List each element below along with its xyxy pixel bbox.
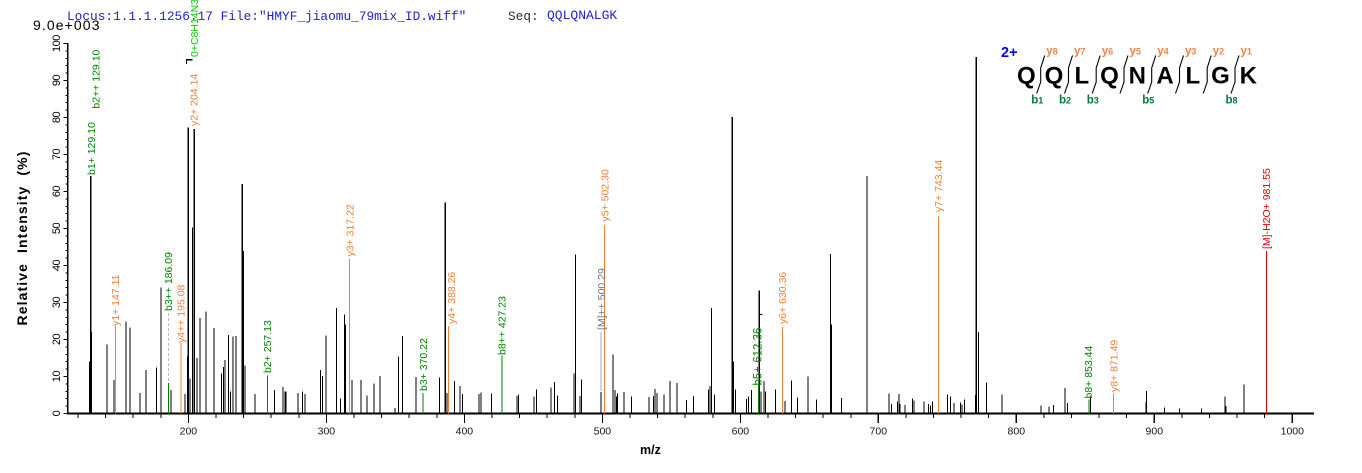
svg-text:y1: y1 — [1241, 46, 1252, 58]
svg-text:90: 90 — [51, 75, 63, 87]
svg-text:L: L — [1185, 63, 1200, 90]
svg-text:300: 300 — [318, 426, 336, 438]
svg-text:y8+ 871.49: y8+ 871.49 — [1108, 340, 1120, 392]
svg-text:y5: y5 — [1130, 46, 1141, 58]
svg-text:b2++ 129.10: b2++ 129.10 — [91, 49, 103, 108]
svg-text:y2+ 204.14: y2+ 204.14 — [188, 74, 200, 126]
svg-text:N: N — [1129, 63, 1146, 90]
svg-text:L: L — [1074, 63, 1089, 90]
svg-text:[M]-H2O+ 981.55: [M]-H2O+ 981.55 — [1261, 168, 1273, 249]
svg-text:b8++ 427.23: b8++ 427.23 — [497, 296, 509, 355]
svg-text:30: 30 — [51, 297, 63, 309]
svg-text:40: 40 — [51, 260, 63, 272]
svg-text:b5: b5 — [1142, 95, 1154, 107]
svg-text:y4: y4 — [1157, 46, 1168, 58]
svg-text:y3: y3 — [1185, 46, 1196, 58]
svg-text:y8: y8 — [1046, 46, 1057, 58]
svg-text:y7: y7 — [1074, 46, 1085, 58]
svg-text:b1: b1 — [1031, 95, 1043, 107]
svg-text:80: 80 — [51, 112, 63, 124]
svg-text:b1+ 129.10: b1+ 129.10 — [86, 122, 98, 175]
svg-text:600: 600 — [732, 426, 750, 438]
svg-text:y3+ 317.22: y3+ 317.22 — [344, 204, 356, 256]
svg-text:100: 100 — [51, 35, 63, 52]
svg-text:Q: Q — [1045, 63, 1064, 90]
svg-text:70: 70 — [51, 149, 63, 161]
svg-text:800: 800 — [1008, 426, 1026, 438]
svg-text:500: 500 — [594, 426, 612, 438]
svg-text:400: 400 — [456, 426, 474, 438]
svg-text:y1+ 147.11: y1+ 147.11 — [110, 274, 122, 326]
svg-text:60: 60 — [51, 186, 63, 198]
svg-text:y6: y6 — [1102, 46, 1113, 58]
svg-text:b3+ 370.22: b3+ 370.22 — [418, 338, 430, 391]
svg-text:K: K — [1240, 63, 1258, 90]
svg-text:b8: b8 — [1226, 95, 1238, 107]
svg-text:0: 0 — [51, 410, 63, 416]
svg-text:b3: b3 — [1087, 95, 1099, 107]
svg-text:A: A — [1156, 63, 1173, 90]
svg-text:y6+ 630.36: y6+ 630.36 — [777, 272, 789, 324]
svg-text:b2+ 257.13: b2+ 257.13 — [262, 320, 274, 373]
svg-text:y2: y2 — [1213, 46, 1224, 58]
svg-text:1000: 1000 — [1281, 426, 1305, 438]
svg-text:Q: Q — [1017, 63, 1036, 90]
svg-text:50: 50 — [51, 223, 63, 235]
svg-text:Q: Q — [1100, 63, 1119, 90]
svg-text:y5+ 502.30: y5+ 502.30 — [599, 169, 611, 221]
svg-text:2+: 2+ — [1001, 45, 1018, 61]
svg-text:y4+ 388.26: y4+ 388.26 — [446, 272, 458, 324]
svg-text:y4++ 195.08: y4++ 195.08 — [176, 284, 188, 343]
svg-text:20: 20 — [51, 334, 63, 346]
svg-text:G: G — [1211, 63, 1230, 90]
svg-text:200: 200 — [180, 426, 198, 438]
svg-text:b5+ 612.36: b5+ 612.36 — [752, 328, 764, 386]
svg-text:0+C8H14N3: 0+C8H14N3 — [189, 0, 201, 57]
svg-text:b2: b2 — [1059, 95, 1071, 107]
svg-text:700: 700 — [870, 426, 888, 438]
svg-text:b8+ 853.44: b8+ 853.44 — [1083, 345, 1095, 398]
svg-text:b3++ 186.09: b3++ 186.09 — [163, 252, 175, 311]
svg-text:900: 900 — [1146, 426, 1164, 438]
svg-text:10: 10 — [51, 371, 63, 383]
svg-text:y7+ 743.44: y7+ 743.44 — [933, 160, 945, 212]
svg-text:[M]++ 500.29: [M]++ 500.29 — [596, 268, 608, 330]
